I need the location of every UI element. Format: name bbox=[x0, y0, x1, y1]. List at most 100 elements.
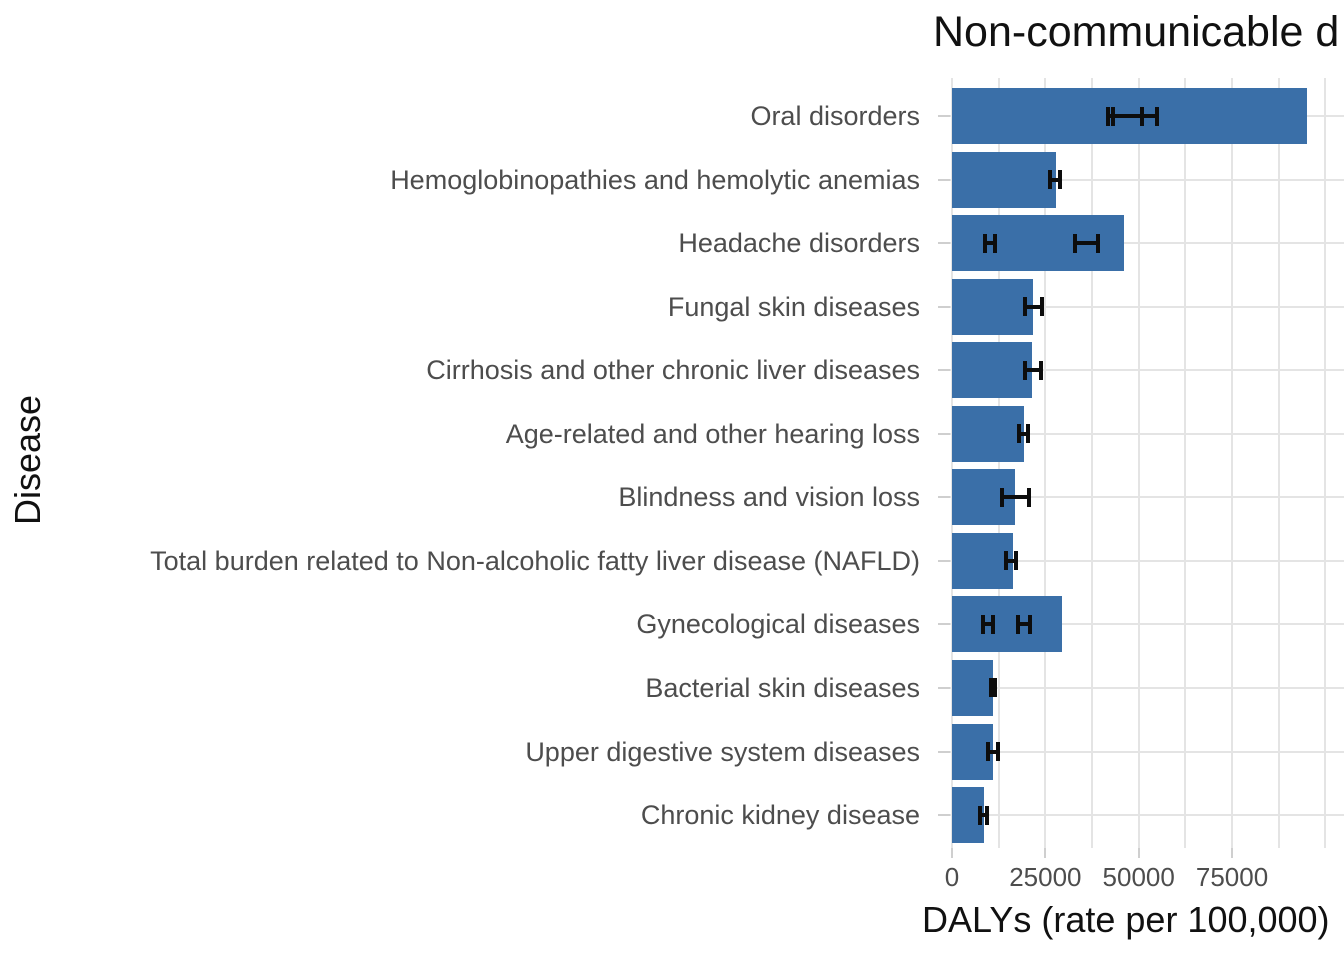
error-bar-cap bbox=[1023, 297, 1028, 317]
error-bar-whisker bbox=[980, 813, 987, 818]
error-bar-cap bbox=[992, 678, 997, 698]
gridline-horizontal bbox=[950, 559, 1344, 562]
error-bar-cap bbox=[988, 678, 993, 698]
error-bar-whisker bbox=[1025, 368, 1041, 373]
error-bar-whisker bbox=[1019, 431, 1029, 436]
error-bar-cap bbox=[1072, 233, 1077, 253]
y-tick-label: Hemoglobinopathies and hemolytic anemias bbox=[390, 164, 920, 195]
gridline-horizontal bbox=[950, 432, 1344, 435]
error-bar-cap bbox=[1096, 233, 1101, 253]
bar bbox=[952, 659, 993, 716]
gridline-horizontal bbox=[950, 305, 1344, 308]
error-bar-cap bbox=[1015, 614, 1020, 634]
y-tick-label: Bacterial skin diseases bbox=[645, 672, 920, 703]
error-bar-cap bbox=[1028, 614, 1033, 634]
x-tick-mark bbox=[951, 848, 953, 858]
error-bar-cap bbox=[1155, 106, 1160, 126]
y-tick-mark bbox=[938, 305, 950, 308]
error-bar-cap bbox=[1017, 424, 1022, 444]
error-bar-cap bbox=[1038, 360, 1043, 380]
error-bar-cap bbox=[992, 233, 997, 253]
error-bar-cap bbox=[1057, 170, 1062, 190]
y-tick-label: Fungal skin diseases bbox=[667, 291, 920, 322]
error-bar-cap bbox=[1039, 297, 1044, 317]
y-tick-mark bbox=[938, 115, 950, 117]
error-bar-cap bbox=[991, 614, 996, 634]
error-bar-cap bbox=[996, 742, 1001, 761]
x-tick-mark bbox=[1044, 848, 1047, 858]
gridline-horizontal bbox=[950, 814, 1344, 817]
error-bar-whisker bbox=[1017, 622, 1031, 627]
error-bar-cap bbox=[985, 742, 990, 761]
gridline-vertical bbox=[1231, 78, 1234, 848]
bar bbox=[952, 596, 1062, 653]
error-bar-cap bbox=[1106, 106, 1111, 126]
y-tick-mark bbox=[938, 432, 950, 435]
error-bar-whisker bbox=[1006, 558, 1016, 563]
y-tick-mark bbox=[938, 686, 950, 689]
x-tick-label: 75000 bbox=[1195, 862, 1269, 892]
x-tick-label: 0 bbox=[944, 862, 960, 892]
bar bbox=[952, 278, 1034, 335]
y-tick-label: Headache disorders bbox=[678, 228, 920, 259]
gridline-vertical bbox=[1277, 78, 1280, 848]
error-bar-cap bbox=[1026, 424, 1031, 444]
gridline-vertical bbox=[1091, 78, 1094, 848]
error-bar-whisker bbox=[1025, 304, 1042, 309]
error-bar-cap bbox=[980, 614, 985, 634]
bar bbox=[952, 342, 1033, 399]
y-tick-mark bbox=[938, 242, 950, 245]
error-bar-whisker bbox=[982, 622, 994, 627]
gridline-vertical bbox=[997, 78, 1000, 848]
error-bar-cap bbox=[1004, 551, 1009, 571]
gridline-vertical bbox=[951, 78, 953, 848]
y-axis-title: Disease bbox=[7, 394, 48, 526]
y-tick-mark bbox=[938, 814, 950, 817]
y-tick-mark bbox=[938, 559, 950, 562]
y-tick-mark bbox=[938, 178, 950, 181]
error-bar-cap bbox=[984, 805, 989, 825]
x-tick-mark bbox=[1231, 848, 1234, 858]
error-bar-whisker bbox=[1074, 241, 1099, 246]
error-bar-whisker bbox=[1049, 177, 1060, 182]
gridline-horizontal bbox=[950, 369, 1344, 372]
bar bbox=[952, 151, 1057, 208]
error-bar-whisker bbox=[1001, 495, 1030, 500]
gridline-horizontal bbox=[950, 750, 1344, 753]
bar bbox=[952, 532, 1013, 589]
y-tick-label: Total burden related to Non-alcoholic fa… bbox=[150, 545, 920, 576]
gridline-horizontal bbox=[950, 178, 1344, 181]
error-bar-cap bbox=[999, 487, 1004, 507]
y-tick-label: Cirrhosis and other chronic liver diseas… bbox=[426, 355, 920, 386]
error-bar-cap bbox=[1013, 551, 1018, 571]
error-bar-cap bbox=[1047, 170, 1052, 190]
y-tick-mark bbox=[938, 623, 950, 626]
error-bar-cap bbox=[1110, 106, 1115, 126]
gridline-horizontal bbox=[950, 242, 1344, 245]
error-bar-whisker bbox=[984, 241, 995, 246]
y-tick-mark bbox=[938, 369, 950, 372]
error-bar-cap bbox=[982, 233, 987, 253]
y-tick-label: Upper digestive system diseases bbox=[525, 736, 920, 767]
gridline-vertical bbox=[1324, 78, 1327, 848]
error-bar-whisker bbox=[987, 749, 999, 754]
x-axis-title: DALYs (rate per 100,000) bbox=[922, 899, 1330, 940]
gridline-horizontal bbox=[950, 686, 1344, 689]
y-tick-mark bbox=[938, 496, 950, 499]
gridline-vertical bbox=[1184, 78, 1187, 848]
y-tick-label: Age-related and other hearing loss bbox=[505, 418, 920, 449]
y-tick-label: Gynecological diseases bbox=[636, 609, 920, 640]
error-bar-cap bbox=[1027, 487, 1032, 507]
error-bar-whisker bbox=[1112, 114, 1158, 118]
error-bar-cap bbox=[1023, 360, 1028, 380]
x-tick-label: 50000 bbox=[1102, 862, 1175, 892]
x-tick-mark bbox=[1137, 848, 1140, 858]
y-tick-label: Chronic kidney disease bbox=[640, 800, 920, 831]
gridline-horizontal bbox=[950, 623, 1344, 626]
error-bar-cap bbox=[978, 805, 982, 825]
gridline-vertical bbox=[1137, 78, 1140, 848]
bar bbox=[952, 405, 1025, 462]
gridline-horizontal bbox=[950, 496, 1344, 499]
y-tick-mark bbox=[938, 750, 950, 753]
